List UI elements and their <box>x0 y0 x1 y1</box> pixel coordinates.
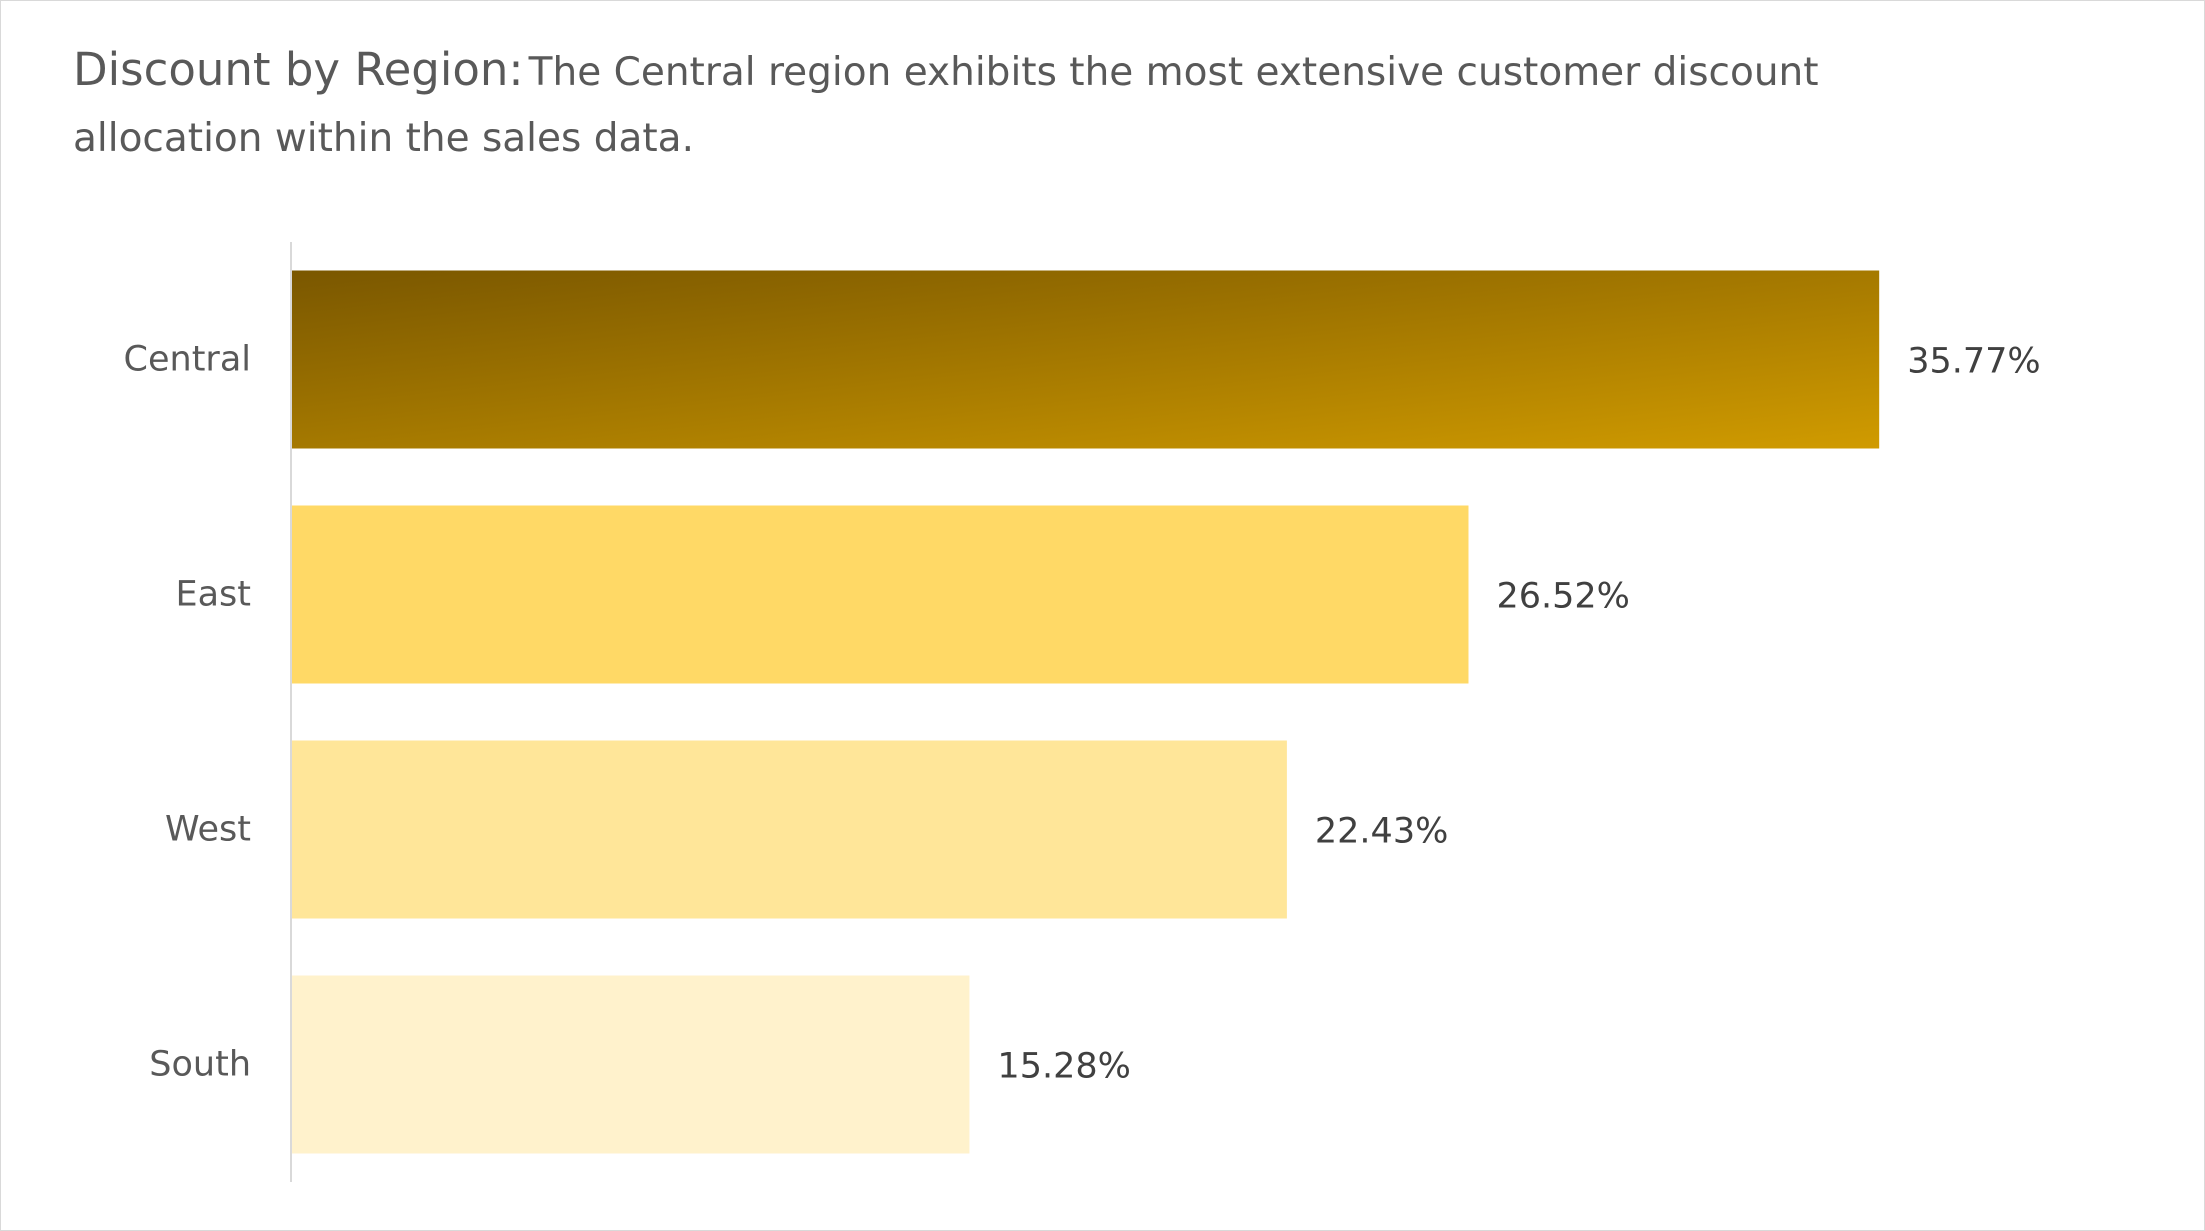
category-label-south: South <box>149 1045 251 1085</box>
value-label-west: 22.43% <box>1315 812 1448 852</box>
bar-west <box>291 740 1287 919</box>
value-label-south: 15.28% <box>997 1047 1130 1087</box>
bars-layer: Central 35.77% East 26.52% West 22.43% South 15… <box>124 270 2041 1154</box>
value-label-east: 26.52% <box>1496 577 1629 617</box>
chart-title-main: Discount by Region: <box>73 43 524 96</box>
bar-east <box>291 505 1469 684</box>
value-label-central: 35.77% <box>1907 342 2040 382</box>
bar-central <box>291 270 1880 449</box>
category-label-east: East <box>175 575 251 615</box>
chart-subtitle: The Central region exhibits the most ext… <box>73 50 1819 161</box>
chart-title: Discount by Region: The Central region e… <box>73 40 1853 175</box>
category-label-west: West <box>165 810 251 850</box>
bar-south <box>291 975 970 1154</box>
category-label-central: Central <box>124 340 251 380</box>
